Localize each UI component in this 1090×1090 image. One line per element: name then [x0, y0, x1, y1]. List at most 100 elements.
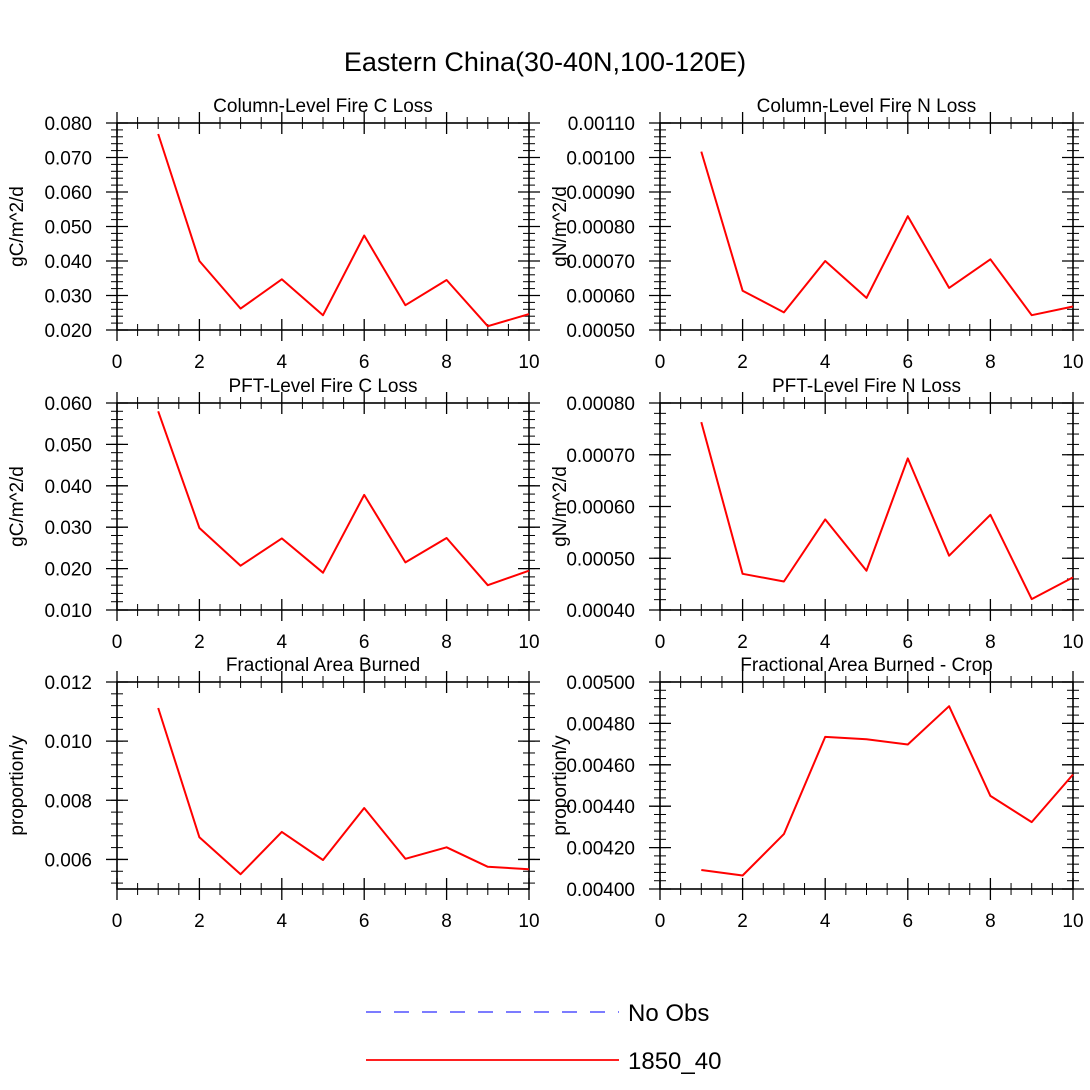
x-tick-label: 2 — [194, 911, 205, 932]
chart-panel-1: Column-Level Fire C Loss gC/m^2/d 0.020 0.0… — [7, 96, 540, 373]
y-axis-label: gC/m^2/d — [7, 466, 28, 547]
y-tick-label: 0.00050 — [566, 549, 635, 570]
x-tick-label: 4 — [277, 911, 288, 932]
plot-frame — [116, 122, 530, 331]
chart-panel-4: PFT-Level Fire N Loss gN/m^2/d 0.00040 0.00… — [550, 376, 1084, 653]
y-tick-label: 0.00080 — [566, 218, 635, 239]
y-tick-label: 0.008 — [44, 791, 92, 812]
y-axis-label: gN/m^2/d — [550, 186, 571, 267]
x-tick-label: 0 — [655, 352, 666, 373]
chart-panel-5: Fractional Area Burned proportion/y 0.006 0… — [7, 655, 540, 932]
y-tick-label: 0.030 — [44, 518, 92, 539]
chart-panel-6: Fractional Area Burned - Crop proportion/… — [550, 655, 1084, 932]
x-tick-label: 2 — [737, 352, 748, 373]
y-tick-label: 0.00110 — [568, 114, 635, 135]
figure-title: Eastern China(30-40N,100-120E) — [344, 47, 746, 77]
x-tick-label: 0 — [112, 911, 123, 932]
plot-frame — [659, 122, 1074, 331]
x-tick-label: 8 — [985, 352, 996, 373]
y-tick-label: 0.00100 — [566, 149, 635, 170]
legend: No Obs 1850_40 — [366, 1000, 721, 1075]
x-tick-label: 0 — [655, 632, 666, 653]
x-tick-label: 8 — [441, 352, 452, 373]
y-tick-label: 0.040 — [44, 252, 92, 273]
series-line — [700, 421, 1074, 601]
plot-frame — [659, 681, 1074, 890]
x-tick-label: 2 — [194, 632, 205, 653]
panel-title: Fractional Area Burned — [226, 655, 420, 676]
y-tick-label: 0.00090 — [566, 183, 635, 204]
series-line — [700, 151, 1074, 317]
plot-frame — [659, 402, 1074, 611]
x-tick-label: 4 — [820, 911, 831, 932]
x-tick-label: 10 — [1062, 352, 1083, 373]
y-tick-label: 0.00500 — [566, 673, 635, 694]
y-axis-label: gN/m^2/d — [550, 466, 571, 547]
y-axis-label: proportion/y — [550, 735, 571, 836]
x-tick-label: 4 — [277, 352, 288, 373]
y-tick-label: 0.070 — [44, 149, 92, 170]
x-tick-label: 10 — [518, 352, 539, 373]
x-tick-label: 0 — [655, 911, 666, 932]
panel-title: Column-Level Fire N Loss — [757, 96, 977, 117]
x-tick-label: 6 — [359, 911, 370, 932]
panel-title: PFT-Level Fire C Loss — [229, 376, 418, 397]
y-tick-label: 0.040 — [44, 477, 92, 498]
y-tick-label: 0.00060 — [566, 287, 635, 308]
y-tick-label: 0.00080 — [566, 394, 635, 415]
x-tick-label: 2 — [194, 352, 205, 373]
series-line — [157, 133, 530, 328]
y-tick-label: 0.006 — [44, 850, 92, 871]
y-tick-label: 0.00440 — [566, 797, 635, 818]
y-tick-label: 0.00060 — [566, 498, 635, 519]
y-tick-label: 0.020 — [44, 560, 92, 581]
y-tick-label: 0.050 — [44, 218, 92, 239]
plot-frame — [116, 402, 530, 611]
y-tick-label: 0.060 — [44, 183, 92, 204]
x-tick-label: 8 — [441, 911, 452, 932]
y-axis-label: proportion/y — [7, 735, 28, 836]
legend-entry-1: No Obs — [366, 1000, 709, 1027]
series-line — [701, 705, 1074, 877]
x-tick-label: 0 — [112, 352, 123, 373]
y-tick-label: 0.00070 — [566, 252, 635, 273]
legend-label: No Obs — [628, 1000, 709, 1027]
series-line — [157, 410, 530, 587]
legend-entry-2: 1850_40 — [366, 1048, 721, 1075]
y-tick-label: 0.020 — [44, 321, 92, 342]
x-tick-label: 6 — [903, 352, 914, 373]
y-tick-label: 0.00070 — [566, 446, 635, 467]
chart-panel-3: PFT-Level Fire C Loss gC/m^2/d 0.010 0.020 0… — [7, 376, 540, 653]
legend-label: 1850_40 — [628, 1048, 721, 1075]
panel-title: PFT-Level Fire N Loss — [772, 376, 961, 397]
y-tick-label: 0.00040 — [566, 601, 635, 622]
y-tick-label: 0.00400 — [566, 880, 635, 901]
panel-title: Fractional Area Burned - Crop — [740, 655, 992, 676]
x-tick-label: 2 — [737, 911, 748, 932]
x-tick-label: 4 — [820, 352, 831, 373]
y-tick-label: 0.00460 — [566, 756, 635, 777]
x-tick-label: 10 — [518, 911, 539, 932]
y-tick-label: 0.060 — [44, 394, 92, 415]
panel-title: Column-Level Fire C Loss — [213, 96, 433, 117]
y-tick-label: 0.012 — [44, 673, 92, 694]
y-tick-label: 0.00480 — [566, 714, 635, 735]
x-tick-label: 6 — [359, 632, 370, 653]
x-tick-label: 8 — [441, 632, 452, 653]
y-tick-label: 0.010 — [44, 732, 92, 753]
y-tick-label: 0.00420 — [566, 839, 635, 860]
x-tick-label: 8 — [985, 911, 996, 932]
x-tick-label: 2 — [737, 632, 748, 653]
chart-panel-2: Column-Level Fire N Loss gN/m^2/d 0.00050 0… — [550, 96, 1084, 373]
x-tick-label: 0 — [112, 632, 123, 653]
y-axis-label: gC/m^2/d — [7, 186, 28, 267]
x-tick-label: 10 — [1062, 911, 1083, 932]
x-tick-label: 10 — [518, 632, 539, 653]
y-tick-label: 0.010 — [44, 601, 92, 622]
x-tick-label: 4 — [277, 632, 288, 653]
x-tick-label: 6 — [359, 352, 370, 373]
x-tick-label: 6 — [903, 632, 914, 653]
plot-frame — [116, 681, 530, 890]
x-tick-label: 4 — [820, 632, 831, 653]
